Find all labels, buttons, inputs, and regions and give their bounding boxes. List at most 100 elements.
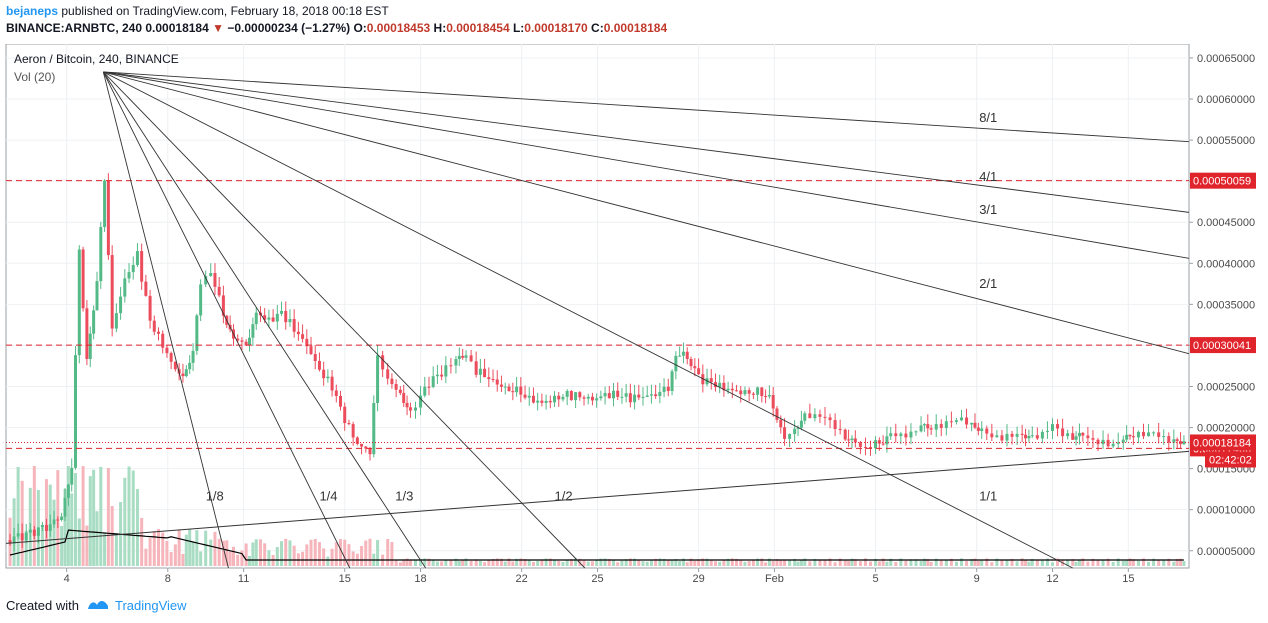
volume-bar [181, 553, 185, 566]
volume-bar [398, 562, 402, 566]
y-tick-label: 0.00045000 [1197, 217, 1255, 229]
candle-body [309, 346, 313, 355]
volume-bar [20, 480, 24, 566]
candle-body [66, 484, 70, 498]
author-link[interactable]: bejaneps [6, 4, 59, 18]
volume-bar [123, 477, 127, 566]
x-tick-label: 8 [165, 573, 171, 585]
candle-body [637, 394, 641, 398]
high-value: 0.00018454 [446, 21, 510, 35]
volume-bar [1074, 561, 1078, 566]
candle-body [649, 394, 653, 396]
candle-body [743, 390, 747, 395]
volume-bar [607, 559, 611, 566]
candle-body [70, 467, 74, 485]
candle-body [523, 394, 527, 398]
candle-body [217, 286, 221, 296]
candle-body [1182, 441, 1186, 445]
candle-body [612, 390, 616, 399]
candle-body [454, 359, 458, 366]
candle-body [48, 524, 52, 531]
candle-body [173, 361, 177, 370]
candle-body [191, 350, 195, 363]
candle-body [881, 443, 885, 445]
volume-bar [722, 560, 726, 566]
candle-body [414, 407, 417, 411]
volume-bar [973, 558, 977, 566]
volume-bar [511, 561, 515, 566]
tradingview-brand-link[interactable]: TradingView [114, 598, 187, 613]
volume-bar [536, 560, 540, 566]
volume-bar [288, 540, 292, 566]
candle-body [799, 420, 803, 428]
trend-line [5, 450, 1190, 544]
candle-body [339, 395, 343, 407]
candle-body [326, 376, 330, 379]
volume-bar [322, 548, 326, 566]
volume-bar [603, 558, 607, 566]
volume-bar [823, 560, 827, 566]
candle-body [110, 255, 114, 329]
volume-bar [464, 558, 468, 566]
candle-body [701, 374, 705, 385]
candle-body [858, 442, 862, 447]
candle-body [1096, 439, 1100, 445]
candle-body [853, 438, 857, 443]
published-text: published on TradingView.com, February 1… [61, 4, 389, 18]
volume-bar [889, 558, 893, 566]
candle-body [674, 355, 678, 372]
candle-body [730, 388, 734, 391]
candle-body [221, 295, 225, 316]
candle-body [495, 379, 499, 385]
candle-body [135, 251, 139, 265]
volume-bar [944, 559, 948, 566]
candle-body [181, 373, 185, 377]
price-chart[interactable]: 8/1 4/1 3/1 2/1 1/1 1/2 1/3 1/4 1/8 0.00005000 0.… [0, 44, 1268, 587]
candle-body [1162, 436, 1166, 438]
volume-bar [99, 466, 103, 566]
volume-bar [173, 544, 177, 566]
volume-bar [313, 538, 317, 566]
volume-bar [423, 558, 427, 566]
candle-body [435, 374, 439, 377]
candle-body [553, 395, 557, 403]
candle-body [1157, 432, 1161, 437]
volume-bar [954, 561, 958, 566]
candle-body [1086, 435, 1090, 439]
candle-body [368, 448, 372, 455]
volume-bar [405, 558, 409, 566]
volume-bar [1056, 558, 1060, 566]
volume-bar [360, 545, 364, 566]
volume-bar [1015, 561, 1019, 566]
volume-bar [843, 560, 847, 566]
candle-body [301, 334, 305, 339]
volume-bar [305, 544, 309, 566]
volume-bar [16, 467, 20, 566]
volume-bar [469, 560, 473, 566]
candle-body [985, 428, 989, 434]
volume-bar [705, 558, 709, 566]
candle-body [402, 392, 406, 403]
volume-bar [934, 558, 938, 566]
candle-body [1005, 433, 1009, 441]
candle-body [833, 420, 837, 430]
candle-body [330, 376, 334, 391]
volume-bar [66, 466, 70, 566]
volume-bar [654, 558, 658, 566]
volume-bar [317, 542, 321, 566]
volume-bar [228, 551, 232, 566]
candle-body [540, 400, 544, 403]
volume-bar [995, 558, 999, 566]
candle-body [1030, 435, 1034, 437]
volume-bar [419, 559, 423, 566]
volume-bar [330, 548, 334, 566]
volume-bar [828, 558, 832, 566]
volume-bar [1024, 559, 1028, 566]
candle-body [788, 433, 792, 439]
candle-body [929, 428, 933, 430]
candle-body [140, 251, 144, 282]
symbol-legend: Aeron / Bitcoin, 240, BINANCE [14, 52, 179, 66]
candle-body [823, 416, 827, 418]
volume-bar [1172, 561, 1176, 566]
candle-body [106, 180, 110, 256]
